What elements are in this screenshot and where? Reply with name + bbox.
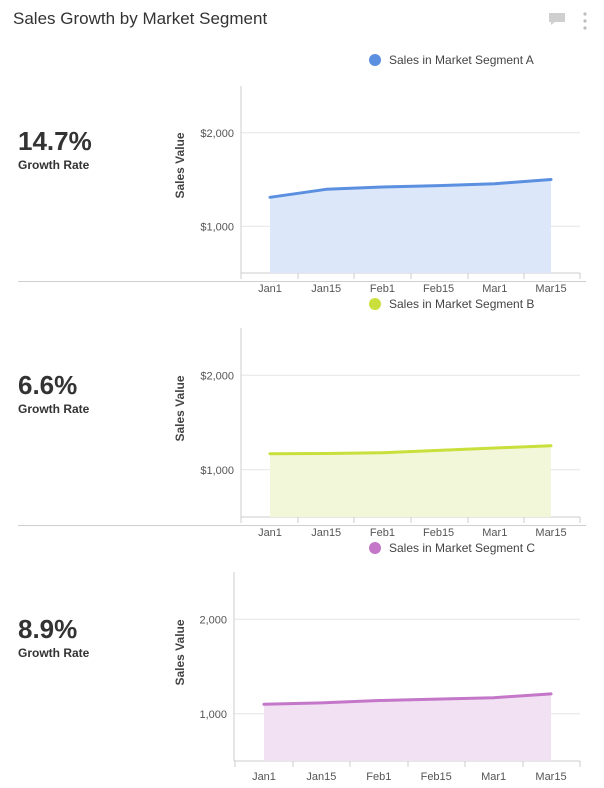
comment-icon[interactable]	[548, 12, 566, 26]
legend-label-c: Sales in Market Segment C	[389, 541, 535, 555]
legend-label-b: Sales in Market Segment B	[389, 297, 534, 311]
panel-divider	[18, 281, 586, 282]
panel-divider	[18, 525, 586, 526]
growth-rate-label-b: Growth Rate	[18, 402, 89, 416]
growth-rate-value-a: 14.7%	[18, 126, 92, 157]
more-vertical-icon[interactable]	[581, 11, 589, 31]
x-tick-label: Feb15	[421, 771, 452, 783]
y-axis-title: Sales Value	[173, 132, 187, 198]
y-tick-label: $1,000	[200, 221, 234, 233]
legend-marker-a	[369, 54, 381, 66]
sales-area-chart-c: 2,000 1,000 Jan1 Jan15 Feb1 Feb15 Mar1 Mar15 Sal…	[170, 568, 590, 788]
growth-rate-value-c: 8.9%	[18, 614, 77, 645]
y-tick-label: 2,000	[199, 614, 227, 626]
x-tick-label: Jan15	[306, 771, 336, 783]
series-area-fill	[270, 446, 551, 517]
x-tick-label: Jan1	[252, 771, 276, 783]
widget-title: Sales Growth by Market Segment	[13, 9, 267, 29]
growth-rate-value-b: 6.6%	[18, 370, 77, 401]
y-tick-label: $1,000	[200, 465, 234, 477]
segment-panel-a: Sales in Market Segment A 14.7% Growth R…	[0, 40, 604, 284]
growth-rate-label-c: Growth Rate	[18, 646, 89, 660]
growth-rate-label-a: Growth Rate	[18, 158, 89, 172]
legend-label-a: Sales in Market Segment A	[389, 53, 534, 67]
segment-panel-c: Sales in Market Segment C 8.9% Growth Ra…	[0, 528, 604, 772]
y-tick-label: 1,000	[199, 709, 227, 721]
legend-marker-c	[369, 542, 381, 554]
x-tick-label: Mar1	[481, 771, 506, 783]
legend-marker-b	[369, 298, 381, 310]
widget-header: Sales Growth by Market Segment	[0, 0, 604, 40]
segment-panel-b: Sales in Market Segment B 6.6% Growth Ra…	[0, 284, 604, 528]
x-tick-label: Mar15	[535, 771, 566, 783]
y-axis-title: Sales Value	[173, 619, 187, 685]
series-area-fill	[270, 180, 551, 274]
y-axis-title: Sales Value	[173, 375, 187, 441]
y-tick-label: $2,000	[200, 128, 234, 140]
y-tick-label: $2,000	[200, 370, 234, 382]
x-tick-label: Feb1	[366, 771, 391, 783]
